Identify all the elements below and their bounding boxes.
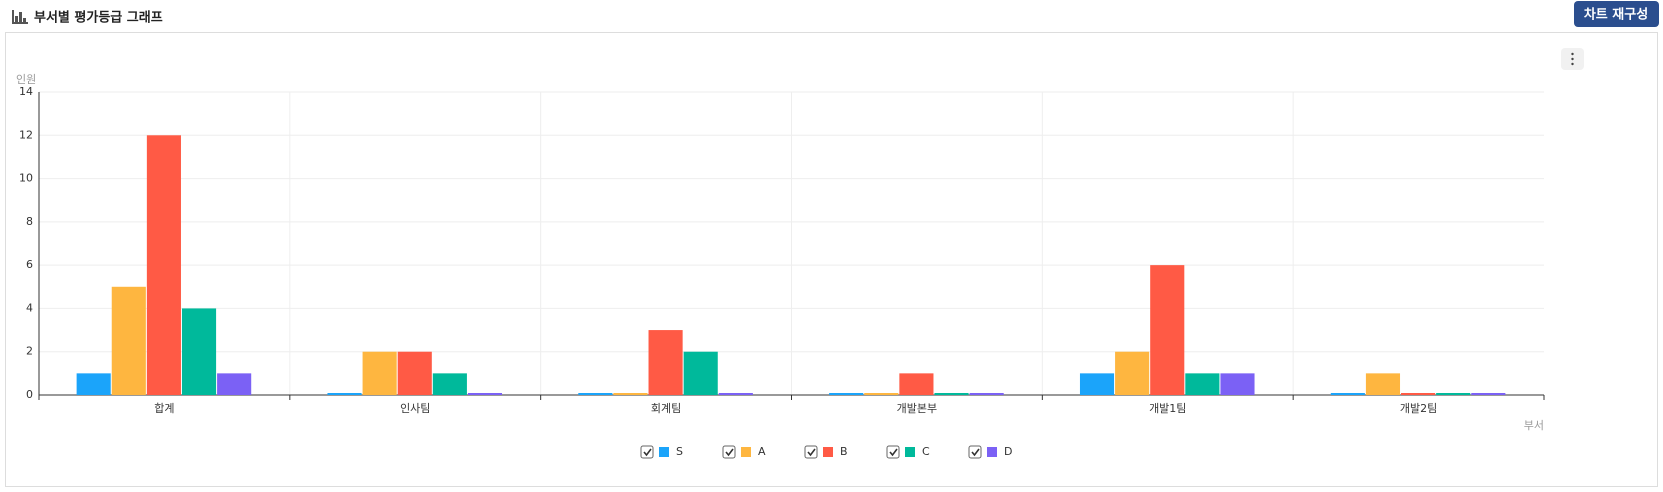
bar	[1365, 373, 1401, 395]
rebuild-button[interactable]	[1574, 1, 1659, 27]
bar	[1079, 373, 1115, 395]
bar	[1150, 265, 1185, 395]
legend-checkbox[interactable]	[968, 445, 982, 459]
y-tick-label: 0	[26, 388, 33, 401]
legend-label[interactable]: A	[758, 445, 766, 458]
legend-checkbox[interactable]	[722, 445, 736, 459]
bar	[864, 393, 899, 395]
rebuild-button-label[interactable]: 차트 재구성	[1584, 7, 1648, 23]
legend-swatch[interactable]	[905, 447, 915, 457]
bar	[683, 351, 718, 395]
legend-check[interactable]	[643, 448, 652, 457]
legend-check[interactable]	[807, 448, 816, 457]
bar	[181, 308, 217, 395]
legend-label[interactable]: D	[1004, 445, 1012, 458]
header-icon	[12, 10, 28, 24]
x-tick-label: 인사팀	[400, 402, 430, 415]
x-tick-label: 개발2팀	[1400, 402, 1437, 415]
legend-check[interactable]	[725, 448, 734, 457]
bar	[934, 393, 969, 395]
y-tick-label: 8	[26, 215, 33, 228]
bar	[1401, 393, 1436, 395]
bar	[613, 393, 648, 395]
bar	[362, 351, 397, 395]
bar	[467, 393, 503, 395]
y-tick-label: 12	[19, 128, 33, 141]
bar	[1471, 393, 1506, 395]
x-tick-label: 합계	[154, 402, 174, 415]
y-tick-label: 10	[19, 172, 33, 185]
bar	[1115, 351, 1150, 395]
legend-check[interactable]	[889, 448, 898, 457]
bar	[397, 351, 432, 395]
legend-swatch[interactable]	[823, 447, 833, 457]
bar	[969, 393, 1004, 395]
bar	[1185, 373, 1220, 395]
legend-label[interactable]: C	[922, 445, 930, 458]
legend-check[interactable]	[971, 448, 980, 457]
y-axis-title: 인원	[16, 73, 36, 86]
legend-swatch[interactable]	[741, 447, 751, 457]
y-tick-label: 6	[26, 258, 33, 271]
bar	[1436, 393, 1471, 395]
bar	[146, 135, 181, 396]
x-tick-label: 개발본부	[897, 402, 937, 415]
y-tick-label: 14	[19, 85, 33, 98]
bar	[1330, 393, 1365, 395]
legend-checkbox[interactable]	[804, 445, 818, 459]
bar	[648, 330, 683, 395]
legend-checkbox[interactable]	[886, 445, 900, 459]
bar	[899, 373, 934, 395]
y-tick-label: 4	[26, 301, 33, 314]
legend-checkbox[interactable]	[640, 445, 654, 459]
bar	[578, 393, 613, 395]
menu-icon[interactable]	[1571, 52, 1574, 66]
chart-panel	[5, 32, 1658, 487]
page-title: 부서별 평가등급 그래프	[34, 10, 163, 26]
x-tick-label: 회계팀	[651, 402, 681, 415]
legend-swatch[interactable]	[659, 447, 669, 457]
bar	[1220, 373, 1255, 395]
bar	[76, 373, 111, 395]
legend-label[interactable]: S	[676, 445, 683, 458]
bar	[111, 286, 146, 395]
legend-swatch[interactable]	[987, 447, 997, 457]
bar	[432, 373, 467, 395]
bar	[327, 393, 362, 395]
x-tick-label: 개발1팀	[1149, 402, 1186, 415]
x-axis-title: 부서	[1524, 419, 1544, 432]
y-tick-label: 2	[26, 345, 33, 358]
legend-label[interactable]: B	[840, 445, 848, 458]
bar	[718, 393, 753, 395]
bar	[217, 373, 252, 395]
bar	[829, 393, 864, 395]
